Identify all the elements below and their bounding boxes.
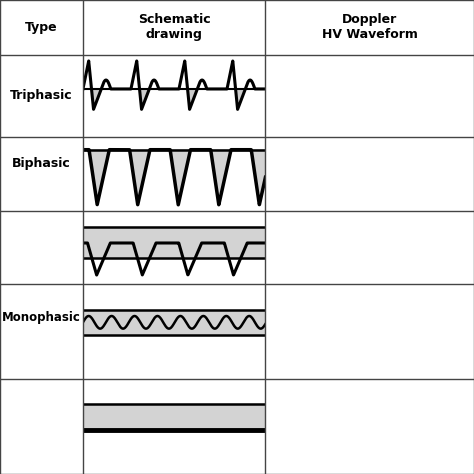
- Text: Biphasic: Biphasic: [12, 157, 71, 170]
- Text: Schematic
drawing: Schematic drawing: [138, 13, 210, 41]
- Text: Doppler
HV Waveform: Doppler HV Waveform: [322, 13, 418, 41]
- Text: Triphasic: Triphasic: [10, 90, 73, 102]
- Text: Monophasic: Monophasic: [2, 311, 81, 324]
- Polygon shape: [382, 150, 416, 201]
- Polygon shape: [441, 150, 474, 201]
- Polygon shape: [324, 150, 357, 201]
- Text: Type: Type: [25, 21, 58, 34]
- Polygon shape: [265, 150, 299, 201]
